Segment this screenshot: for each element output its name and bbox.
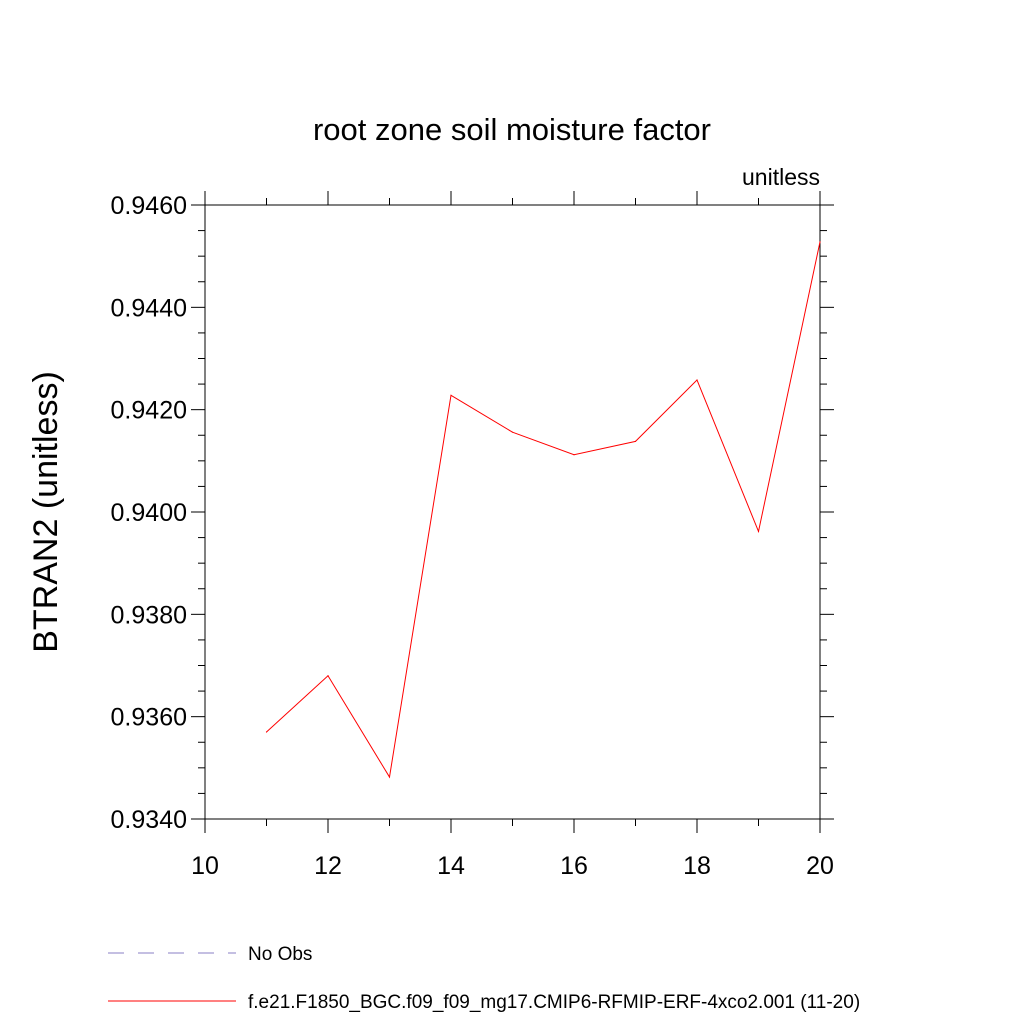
data-point	[573, 454, 575, 456]
y-tick-label: 0.9440	[111, 294, 187, 322]
units-label: unitless	[742, 164, 820, 190]
y-tick-label: 0.9400	[111, 499, 187, 527]
x-tick-label: 16	[560, 852, 588, 880]
data-point	[696, 379, 698, 381]
data-point	[819, 241, 821, 243]
y-tick-label: 0.9380	[111, 601, 187, 629]
y-tick-label: 0.9340	[111, 806, 187, 834]
x-tick-label: 12	[314, 852, 342, 880]
y-tick-label: 0.9420	[111, 397, 187, 425]
x-tick-label: 14	[437, 852, 465, 880]
data-point	[757, 530, 760, 533]
x-tick-label: 10	[191, 852, 219, 880]
plot-frame	[204, 204, 821, 820]
y-tick-label: 0.9460	[111, 192, 187, 220]
series-layer	[265, 241, 821, 779]
data-point	[265, 731, 268, 733]
y-tick-label: 0.9360	[111, 704, 187, 732]
series-line	[266, 241, 821, 779]
y-axis: 0.9340 0.9360 0.9380 0.9400 0.9420 0.9440 0.94…	[111, 192, 834, 834]
chart-title: root zone soil moisture factor	[313, 112, 711, 147]
data-point	[511, 431, 514, 433]
y-axis-label: BTRAN2 (unitless)	[27, 371, 65, 653]
legend: No Obs f.e21.F1850_BGC.f09_f09_mg17.CMIP…	[108, 944, 860, 1013]
legend-label-model: f.e21.F1850_BGC.f09_f09_mg17.CMIP6-RFMIP…	[248, 992, 860, 1013]
data-point	[450, 394, 452, 396]
data-point	[388, 776, 391, 778]
legend-label-no-obs: No Obs	[248, 944, 312, 965]
x-tick-label: 18	[683, 852, 711, 880]
x-tick-label: 20	[806, 852, 834, 880]
data-point	[327, 675, 329, 677]
data-point	[634, 440, 637, 442]
x-axis: 10 12 14 16 18 20	[191, 191, 834, 880]
